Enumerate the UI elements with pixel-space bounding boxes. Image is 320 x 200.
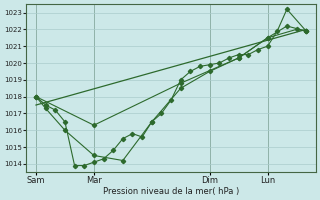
X-axis label: Pression niveau de la mer( hPa ): Pression niveau de la mer( hPa ): [103, 187, 239, 196]
